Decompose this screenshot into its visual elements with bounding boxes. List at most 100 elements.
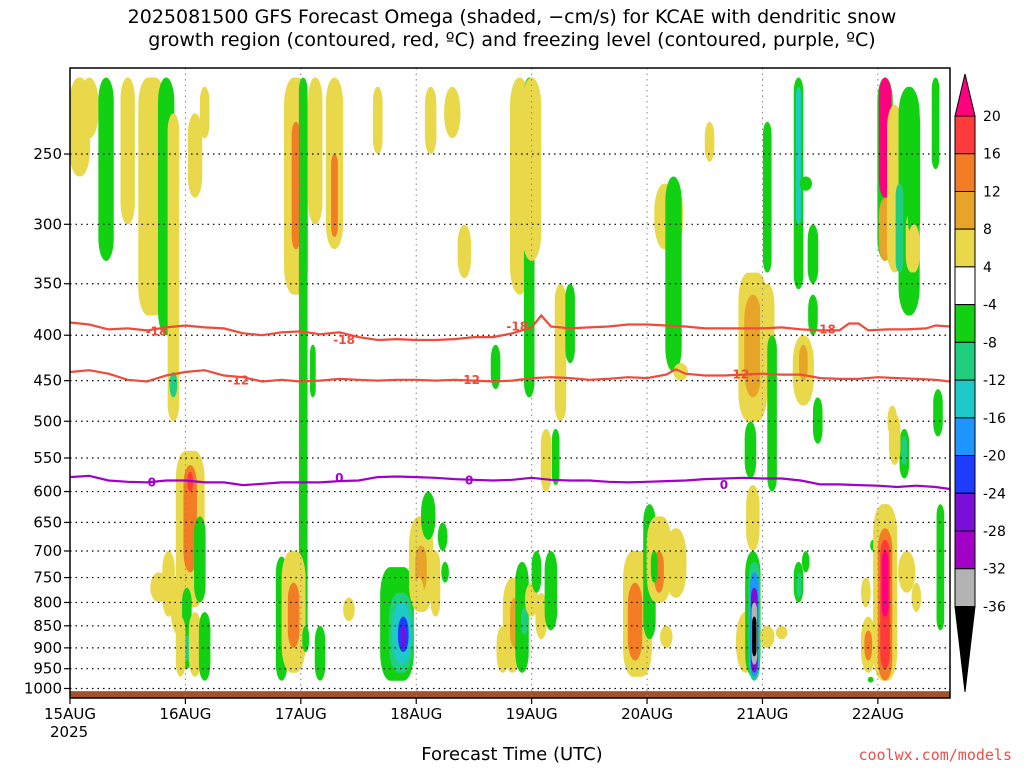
omega-shade-org (627, 582, 643, 661)
y-tick-label: 650 (33, 513, 62, 531)
y-axis: 250 300 350 400 450 500 550 600 650 700 750 800 850 9… (24, 145, 70, 697)
y-tick-label: 550 (33, 449, 62, 467)
colorbar-label: 8 (983, 222, 992, 238)
omega-shade-yel (746, 485, 760, 551)
y-tick-label: 300 (33, 215, 62, 233)
omega-shade-tea (796, 572, 802, 598)
omega-shade-yel (199, 86, 210, 139)
omega-shade-grn (421, 491, 436, 540)
contour-line--18 (70, 313, 950, 342)
omega-shade-grn (867, 676, 874, 683)
omega-shade-grn (98, 77, 114, 262)
omega-shade-grn (314, 625, 326, 681)
omega-shade-grn (812, 397, 823, 444)
omega-shade-grn (808, 294, 818, 336)
omega-shade-yel (308, 77, 323, 225)
omega-shade-yel (908, 224, 920, 273)
omega-shade-grn (807, 224, 819, 284)
x-tick-label: 18AUG (390, 705, 442, 723)
colorbar-label: -12 (983, 373, 1006, 389)
colorbar-label: -16 (983, 411, 1006, 427)
omega-shade-grn (551, 428, 560, 486)
colorbar-swatch (954, 492, 976, 532)
colorbar-label: -32 (983, 562, 1006, 578)
contour-layer: -18 -18 -18 -18 -12 -12 -12 0 0 0 0 (70, 313, 950, 492)
chart-title: 2025081500 GFS Forecast Omega (shaded, −… (0, 6, 1024, 52)
x-tick-label: 15AUG (44, 705, 96, 723)
omega-shade-yel (188, 611, 202, 677)
omega-shade-grn (194, 516, 206, 603)
contour-label--12: -12 (227, 374, 249, 388)
credit-link[interactable]: coolwx.com/models (858, 746, 1012, 764)
omega-shade-tea (895, 183, 904, 273)
chart-title-line-1: 2025081500 GFS Forecast Omega (shaded, −… (127, 6, 897, 28)
omega-shade-yel (775, 625, 788, 640)
omega-shade-yel (522, 77, 542, 262)
omega-shade-yel (444, 86, 461, 139)
omega-shade-yel (79, 77, 99, 139)
grid-layer (70, 68, 950, 698)
omega-shade-pur (400, 625, 406, 648)
omega-shade-grn (531, 550, 542, 593)
x-tick-label: 21AUG (736, 705, 788, 723)
omega-shade-yel (343, 597, 355, 622)
omega-shade-yel (372, 86, 383, 155)
omega-shade-tea (521, 607, 528, 635)
omega-shade-cya (796, 86, 801, 225)
y-tick-label: 400 (33, 326, 62, 344)
omega-shade-grn (801, 550, 810, 573)
colorbar-label: -24 (983, 486, 1006, 502)
omega-shade-yel (430, 550, 441, 617)
omega-shade-grn (767, 335, 777, 492)
x-tick-label: 16AUG (159, 705, 211, 723)
contour-label--18: -18 (814, 322, 836, 336)
omega-shade-grn (799, 176, 812, 191)
x-tick-label-year: 2025 (50, 723, 88, 741)
contour-line-0 (70, 474, 950, 491)
colorbar-swatch (954, 190, 976, 230)
contour-label-0: 0 (465, 473, 473, 487)
plot-frame (69, 67, 951, 699)
omega-shade-yel (861, 577, 871, 608)
omega-shade-grn (907, 104, 921, 237)
omega-shade-yel (120, 77, 135, 225)
colorbar-swatch (954, 605, 976, 693)
omega-shade-tea (901, 436, 908, 465)
omega-shade-grn (936, 504, 945, 631)
omega-shade-grn (490, 344, 501, 390)
contour-label--18: -18 (146, 324, 168, 338)
omega-shade-yel (413, 577, 424, 612)
omega-shade-yel (704, 121, 715, 162)
terrain-fill (70, 691, 950, 698)
omega-shade-grn (650, 550, 658, 583)
omega-shade-yel (535, 592, 548, 640)
contour-label-0: 0 (335, 471, 343, 485)
y-tick-label: 600 (33, 483, 62, 501)
omega-shade-yel (496, 625, 510, 673)
omega-shade-yel (665, 528, 687, 598)
colorbar-swatch (954, 379, 976, 419)
omega-shade-yel (911, 582, 922, 612)
omega-shade-grn (762, 121, 772, 273)
omega-shade-mag (881, 550, 889, 617)
contour-label--18: -18 (333, 333, 355, 347)
y-tick-label: 800 (33, 593, 62, 611)
x-tick-label: 22AUG (852, 705, 904, 723)
x-tick-label: 17AUG (275, 705, 327, 723)
omega-shade-grn (437, 522, 448, 551)
omega-shade-grn (544, 550, 558, 631)
x-axis-title: Forecast Time (UTC) (421, 744, 603, 765)
omega-shade-yel (175, 616, 186, 677)
contour-line--12 (70, 368, 950, 383)
chart-title-line-2: growth region (contoured, red, ºC) and f… (148, 29, 876, 51)
omega-shade-yel (554, 283, 567, 422)
omega-shade-grn (931, 77, 940, 170)
colorbar-swatch (954, 304, 976, 343)
colorbar-label: 12 (983, 184, 1001, 200)
omega-shade-grn (298, 77, 308, 648)
y-tick-label: 750 (33, 569, 62, 587)
colorbar-swatch (954, 341, 976, 381)
colorbar-swatch (954, 455, 976, 494)
